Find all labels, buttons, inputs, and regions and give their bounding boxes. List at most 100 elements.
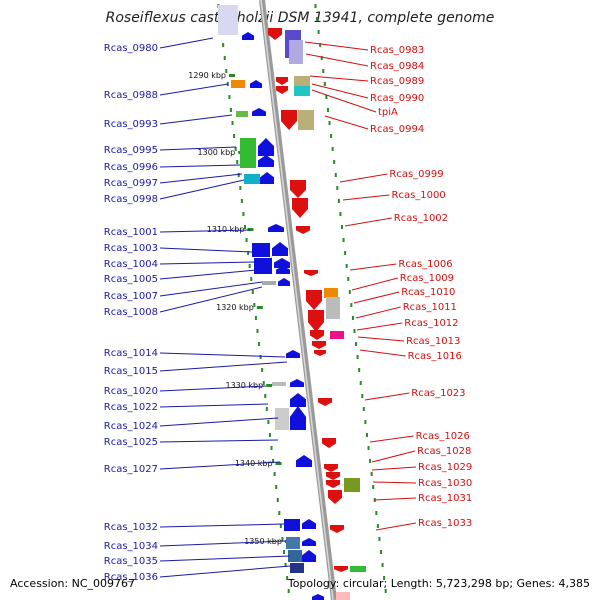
gene-block <box>275 408 289 430</box>
right-gene-label: Rcas_1033 <box>418 518 472 529</box>
left-label-leader <box>159 523 285 528</box>
right-gene-label: Rcas_1031 <box>418 493 472 504</box>
left-track-dot <box>236 160 239 164</box>
right-track-dot <box>367 446 370 450</box>
reverse-gene <box>304 270 318 276</box>
right-gene-label: Rcas_0989 <box>370 76 424 87</box>
gene-block <box>289 40 303 64</box>
left-track-dot <box>276 498 279 502</box>
gene-block <box>240 138 256 168</box>
left-track-dot <box>284 563 287 567</box>
map-title: Roseiflexus castenholzii DSM 13941, comp… <box>106 10 495 26</box>
left-track-dot <box>225 69 228 73</box>
left-track-dot <box>253 303 256 307</box>
left-track-dot <box>270 446 273 450</box>
right-track-dot <box>342 238 345 242</box>
left-label-leader <box>159 417 279 427</box>
right-track-dot <box>384 589 387 593</box>
right-gene-label: Rcas_1023 <box>411 388 465 399</box>
right-label-leader <box>309 75 369 82</box>
reverse-gene <box>268 28 282 40</box>
forward-gene <box>312 594 324 600</box>
left-label-leader <box>159 565 291 578</box>
left-track-dot <box>231 121 234 125</box>
left-label-leader <box>159 385 267 392</box>
forward-gene <box>274 258 290 268</box>
right-track-dot <box>319 43 322 47</box>
right-gene-label: Rcas_1006 <box>398 259 452 270</box>
left-track-dot <box>273 472 276 476</box>
left-label-leader <box>159 37 214 49</box>
left-label-leader <box>159 179 245 200</box>
right-label-leader <box>344 217 392 227</box>
right-track-dot <box>317 30 320 34</box>
right-track-dot <box>333 160 336 164</box>
left-gene-label: Rcas_0980 <box>104 43 158 54</box>
gene-block <box>252 243 270 257</box>
right-label-leader <box>375 522 417 531</box>
gene-block <box>262 281 276 285</box>
right-gene-label: Rcas_1002 <box>394 213 448 224</box>
reverse-gene <box>312 341 326 349</box>
left-track-dot <box>283 550 285 554</box>
gene-block <box>284 519 300 531</box>
right-gene-label: Rcas_1010 <box>401 287 455 298</box>
right-track-dot <box>326 108 329 112</box>
left-track-dot <box>234 147 237 151</box>
right-track-dot <box>370 472 373 476</box>
reverse-gene <box>326 472 340 480</box>
right-gene-label: Rcas_1030 <box>418 478 472 489</box>
left-label-leader <box>159 173 243 184</box>
left-track-dot <box>279 524 282 528</box>
left-label-leader <box>159 555 291 562</box>
left-gene-label: Rcas_1025 <box>104 437 158 448</box>
right-track-dot <box>361 394 364 398</box>
right-track-dot <box>345 264 348 268</box>
right-label-leader <box>349 263 397 271</box>
gene-block <box>288 550 302 562</box>
right-gene-label: Rcas_1000 <box>392 190 446 201</box>
right-track-dot <box>359 381 362 385</box>
right-label-leader <box>356 322 403 331</box>
right-label-leader <box>355 306 401 319</box>
topology-text: Topology: circular; Length: 5,723,298 bp… <box>287 577 590 590</box>
left-label-leader <box>159 403 269 408</box>
left-label-leader <box>159 229 251 233</box>
left-label-leader <box>159 247 253 253</box>
gene-block <box>231 80 245 88</box>
forward-gene <box>286 350 300 358</box>
forward-gene <box>302 519 316 529</box>
reverse-gene <box>276 77 288 85</box>
forward-gene <box>290 393 306 407</box>
right-label-leader <box>324 115 369 130</box>
right-track-dot <box>350 303 353 307</box>
right-track-dot <box>322 69 325 73</box>
reverse-gene <box>292 198 308 218</box>
left-track-dot <box>229 108 232 112</box>
left-label-leader <box>159 114 233 125</box>
accession-text: Accession: NC_009767 <box>10 577 136 590</box>
left-label-leader <box>159 281 263 297</box>
left-gene-label: Rcas_1024 <box>104 421 158 432</box>
left-label-leader <box>159 352 286 358</box>
left-gene-label: Rcas_1007 <box>104 291 158 302</box>
reverse-gene <box>308 310 324 332</box>
left-label-leader <box>159 540 287 547</box>
gene-block <box>326 297 340 319</box>
right-track-dot <box>372 485 375 489</box>
right-track-dot <box>331 147 334 151</box>
left-gene-label: Rcas_1020 <box>104 386 158 397</box>
right-track-dot <box>356 355 359 359</box>
reverse-gene <box>296 226 310 234</box>
right-label-leader <box>305 53 369 67</box>
left-track-dot <box>258 342 261 346</box>
left-track-dot <box>248 264 251 268</box>
left-track-dot <box>286 576 289 580</box>
right-track-dot <box>362 407 365 411</box>
right-track-dot <box>314 4 317 8</box>
left-track-dot <box>244 225 246 229</box>
left-track-dot <box>275 485 278 489</box>
right-track-dot <box>355 342 358 346</box>
backbone-highlight <box>260 0 334 600</box>
left-track-dot <box>240 199 243 203</box>
